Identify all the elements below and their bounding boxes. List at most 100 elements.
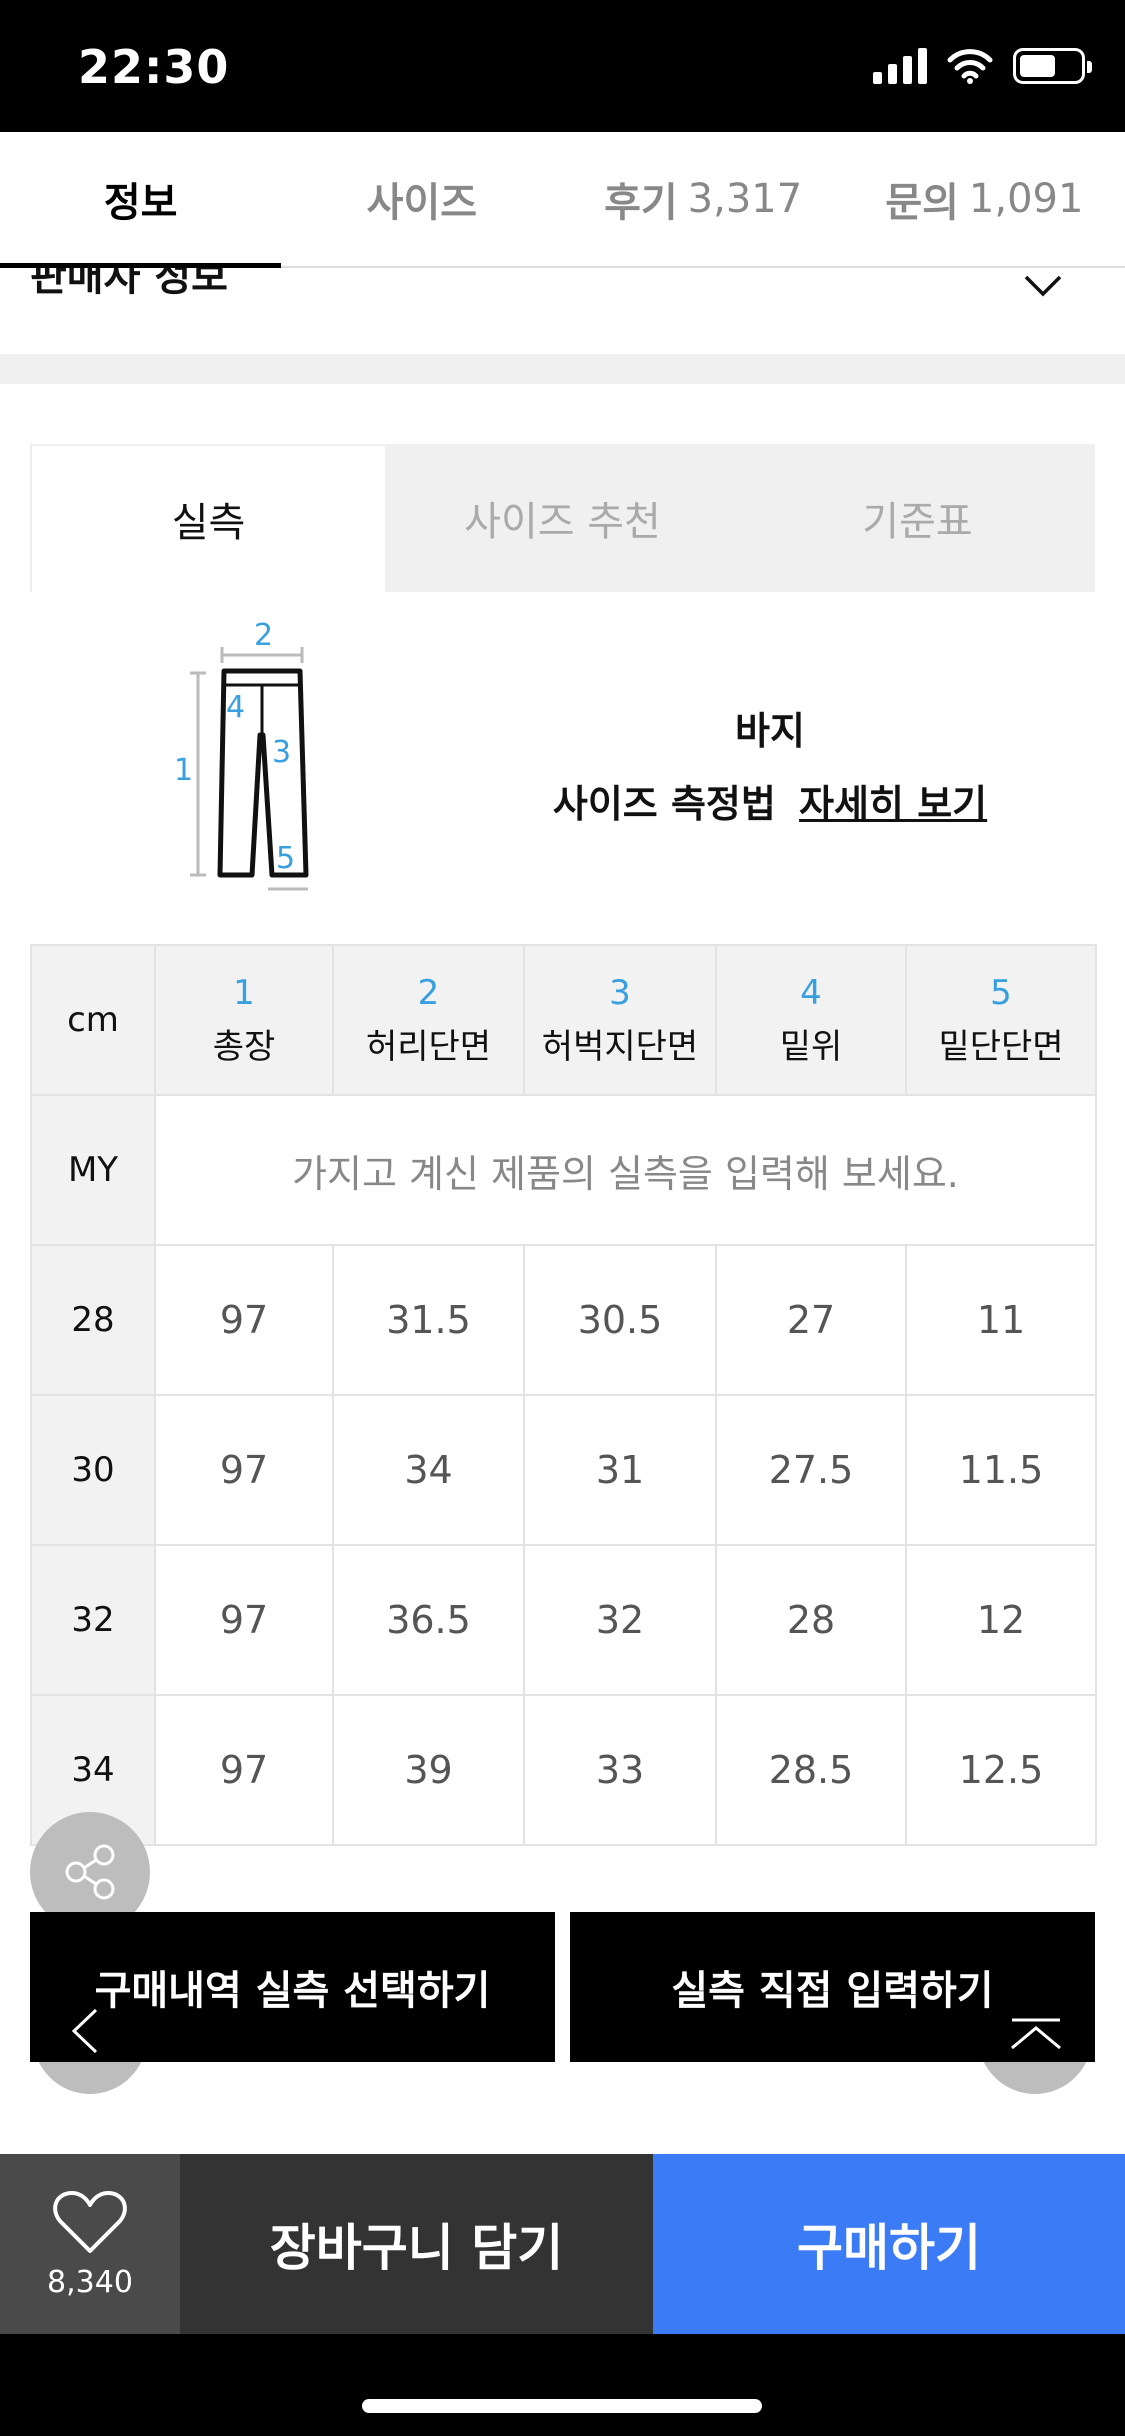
tab-count: 3,317 (687, 176, 803, 222)
measure-label: 사이즈 측정법 (552, 782, 776, 826)
tab-reviews[interactable]: 후기 3,317 (563, 132, 844, 266)
bottom-purchase-bar: 8,340 장바구니 담기 구매하기 (0, 2154, 1125, 2334)
table-cell: 28 (715, 1544, 907, 1696)
table-header-row: cm 1 총장 2 허리단면 3 허벅지단면 4 밑위 5 밑단단면 (30, 944, 1097, 1096)
button-label: 구매하기 (797, 2219, 981, 2277)
add-to-cart-button[interactable]: 장바구니 담기 (180, 2154, 653, 2334)
tab-label: 후기 (604, 180, 678, 226)
table-cell: 31.5 (332, 1244, 525, 1396)
tab-qna[interactable]: 문의 1,091 (844, 132, 1125, 266)
buy-now-button[interactable]: 구매하기 (653, 2154, 1125, 2334)
table-cell: 11.5 (905, 1394, 1097, 1546)
product-tabs: 정보 사이즈 후기 3,317 문의 1,091 (0, 132, 1125, 268)
table-cell: 33 (523, 1694, 717, 1846)
column-name: 밑위 (779, 1026, 843, 1067)
table-cell: 32 (523, 1544, 717, 1696)
direct-input-button[interactable]: 실측 직접 입력하기 (570, 1912, 1095, 2062)
diagram-label: 5 (276, 841, 295, 876)
size-label: 32 (30, 1544, 156, 1696)
tab-size[interactable]: 사이즈 (281, 132, 562, 266)
table-row: 30 97 34 31 27.5 11.5 (30, 1394, 1097, 1546)
column-name: 허벅지단면 (541, 1026, 699, 1067)
measure-guide: 사이즈 측정법 자세히 보기 (520, 773, 1020, 828)
tab-actual-measure[interactable]: 실측 (30, 444, 385, 592)
table-cell: 11 (905, 1244, 1097, 1396)
table-cell: 97 (154, 1244, 334, 1396)
size-label: 30 (30, 1394, 156, 1546)
tab-size-recommend[interactable]: 사이즈 추천 (385, 444, 740, 592)
heart-icon (53, 2190, 127, 2253)
table-cell: 97 (154, 1694, 334, 1846)
table-cell: 27.5 (715, 1394, 907, 1546)
table-cell: 12.5 (905, 1694, 1097, 1846)
column-header: 1 총장 (154, 944, 334, 1096)
pants-diagram: 1 2 3 4 5 (174, 618, 309, 891)
column-header: 4 밑위 (715, 944, 907, 1096)
status-icons (873, 48, 1092, 84)
table-row: 32 97 36.5 32 28 12 (30, 1544, 1097, 1696)
wifi-icon (947, 49, 993, 84)
tab-label: 사이즈 (366, 180, 478, 226)
column-name: 밑단단면 (938, 1026, 1064, 1067)
button-label: 구매내역 실측 선택하기 (94, 1968, 491, 2014)
table-cell: 28.5 (715, 1694, 907, 1846)
tab-count: 1,091 (968, 176, 1084, 222)
measure-detail-link[interactable]: 자세히 보기 (799, 782, 988, 826)
column-header: 2 허리단면 (332, 944, 525, 1096)
status-time: 22:30 (78, 40, 230, 94)
table-cell: 39 (332, 1694, 525, 1846)
diagram-label: 4 (226, 690, 245, 725)
section-divider (0, 354, 1125, 384)
table-cell: 31 (523, 1394, 717, 1546)
table-cell: 34 (332, 1394, 525, 1546)
section-title: 판매자 정보 (30, 268, 228, 300)
button-label: 장바구니 담기 (269, 2219, 564, 2277)
column-header: 3 허벅지단면 (523, 944, 717, 1096)
back-arrow-icon[interactable] (66, 2006, 102, 2056)
tab-label: 문의 (885, 180, 959, 226)
column-number: 5 (990, 972, 1012, 1013)
column-number: 1 (233, 972, 255, 1013)
table-cell: 97 (154, 1394, 334, 1546)
button-label: 실측 직접 입력하기 (671, 1968, 994, 2014)
table-cell: 30.5 (523, 1244, 717, 1396)
seller-info-section[interactable]: 판매자 정보 (0, 268, 1125, 354)
column-number: 3 (609, 972, 631, 1013)
home-indicator[interactable] (362, 2399, 762, 2413)
like-button[interactable]: 8,340 (0, 2154, 180, 2334)
table-row: 28 97 31.5 30.5 27 11 (30, 1244, 1097, 1396)
column-name: 총장 (212, 1026, 276, 1067)
unit-cell: cm (30, 944, 156, 1096)
column-name: 허리단면 (365, 1026, 492, 1067)
table-row: 34 97 39 33 28.5 12.5 (30, 1694, 1097, 1846)
share-icon (65, 1844, 115, 1900)
table-cell: 12 (905, 1544, 1097, 1696)
table-cell: 97 (154, 1544, 334, 1696)
column-header: 5 밑단단면 (905, 944, 1097, 1096)
size-table: cm 1 총장 2 허리단면 3 허벅지단면 4 밑위 5 밑단단면 MY 가지… (30, 944, 1097, 1846)
scroll-top-icon[interactable] (1008, 2016, 1064, 2050)
size-guide: 바지 사이즈 측정법 자세히 보기 (520, 700, 1020, 828)
diagram-label: 2 (254, 618, 273, 653)
tab-info[interactable]: 정보 (0, 132, 282, 268)
my-measure-row[interactable]: MY 가지고 계신 제품의 실측을 입력해 보세요. (30, 1094, 1097, 1246)
diagram-label: 1 (174, 753, 193, 788)
column-number: 4 (800, 972, 822, 1013)
diagram-label: 3 (272, 735, 291, 770)
my-measure-placeholder[interactable]: 가지고 계신 제품의 실측을 입력해 보세요. (154, 1094, 1097, 1246)
my-label: MY (30, 1094, 156, 1246)
table-cell: 36.5 (332, 1544, 525, 1696)
signal-icon (873, 48, 927, 84)
size-sub-tabs: 실측 사이즈 추천 기준표 (30, 444, 1095, 592)
size-label: 28 (30, 1244, 156, 1396)
table-cell: 27 (715, 1244, 907, 1396)
home-bar-area (0, 2334, 1125, 2436)
battery-icon (1013, 48, 1092, 84)
tab-label: 정보 (103, 180, 178, 226)
chevron-down-icon (1024, 275, 1062, 297)
tab-size-chart[interactable]: 기준표 (740, 444, 1095, 592)
like-count: 8,340 (47, 2264, 133, 2300)
column-number: 2 (417, 972, 440, 1013)
select-purchase-history-button[interactable]: 구매내역 실측 선택하기 (30, 1912, 555, 2062)
status-bar: 22:30 (0, 0, 1125, 132)
